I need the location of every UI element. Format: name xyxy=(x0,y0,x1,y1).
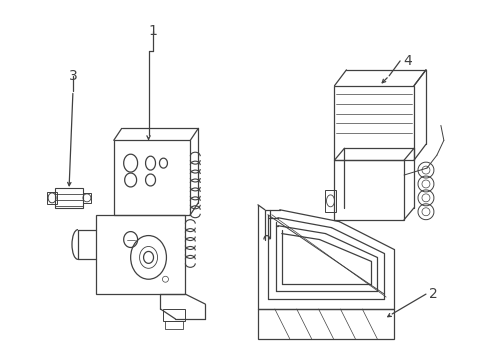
Text: 4: 4 xyxy=(402,54,411,68)
Bar xyxy=(47,192,57,204)
Bar xyxy=(324,190,336,212)
Bar xyxy=(83,193,91,203)
Bar xyxy=(334,160,403,220)
Text: 1: 1 xyxy=(148,24,157,38)
Text: 3: 3 xyxy=(68,69,77,83)
Text: 2: 2 xyxy=(428,287,437,301)
Bar xyxy=(334,86,413,160)
Bar xyxy=(257,309,393,339)
Bar xyxy=(163,309,185,321)
Bar xyxy=(165,321,183,329)
Bar xyxy=(55,188,83,208)
Bar xyxy=(96,215,185,294)
Bar xyxy=(114,140,190,215)
